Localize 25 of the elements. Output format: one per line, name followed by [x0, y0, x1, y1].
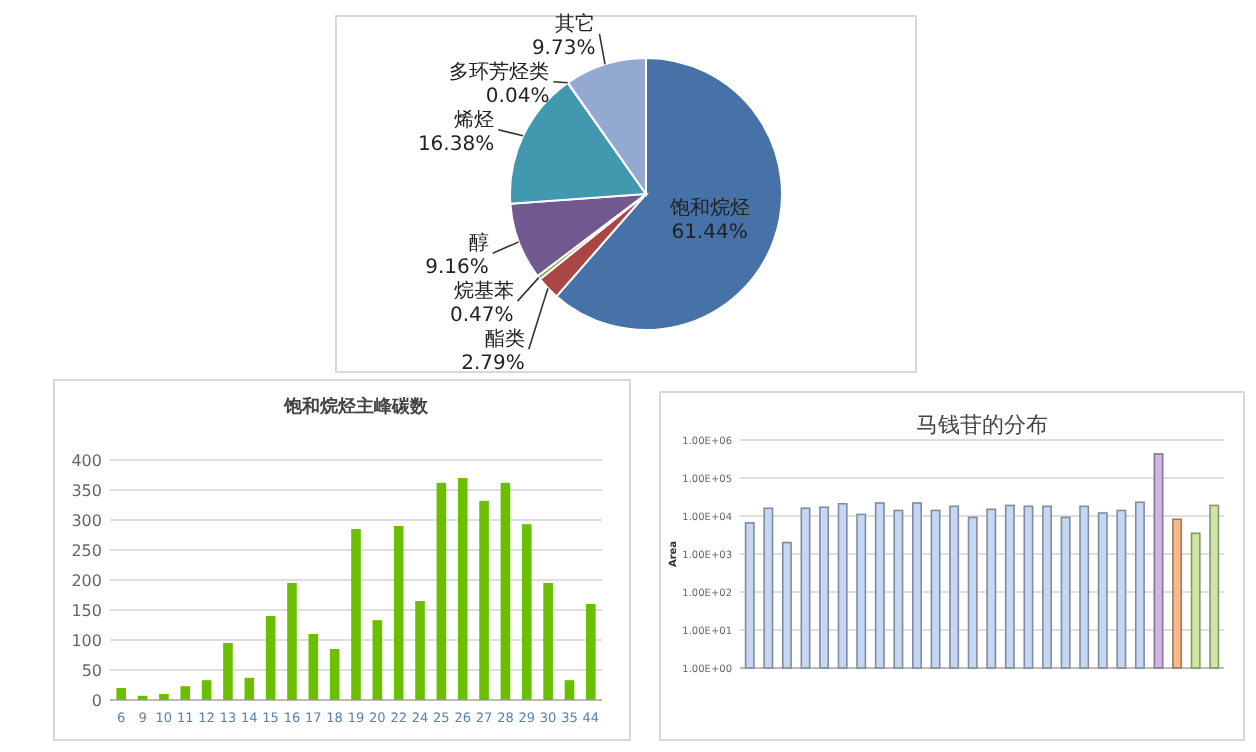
slice-label: 多环芳烃类	[449, 59, 550, 84]
data-label: 9.73%	[531, 37, 596, 60]
chart-title: 马钱苷的分布	[916, 412, 1048, 438]
data-label: 2.79%	[461, 353, 525, 376]
y-tick-label: 50	[81, 661, 102, 680]
data-label: 61.44%	[671, 221, 748, 244]
data-label: 0.04%	[485, 85, 550, 108]
y-tick-label: 250	[71, 541, 102, 560]
chart-title: 饱和烷烃主峰碳数	[282, 396, 430, 418]
slice-label: 其它	[555, 11, 596, 36]
y-tick-label: 300	[71, 511, 102, 530]
data-label: 0.47%	[449, 305, 514, 328]
slice-label: 醇	[468, 231, 489, 256]
data-label: 16.38%	[417, 133, 495, 156]
slice-label: 烷基苯	[453, 279, 514, 304]
slice-label: 饱和烷烃	[667, 195, 750, 220]
y-tick-label: 350	[71, 481, 102, 500]
y-tick-label: 150	[71, 601, 102, 620]
data-label: 9.16%	[425, 257, 489, 280]
y-tick-label: 400	[71, 451, 102, 470]
y-tick-label: 100	[71, 631, 102, 650]
y-tick-label: 0	[91, 691, 102, 710]
y-tick-label: 200	[71, 571, 102, 590]
slice-label: 烯烃	[454, 107, 495, 132]
slice-label: 酯类	[484, 327, 525, 352]
